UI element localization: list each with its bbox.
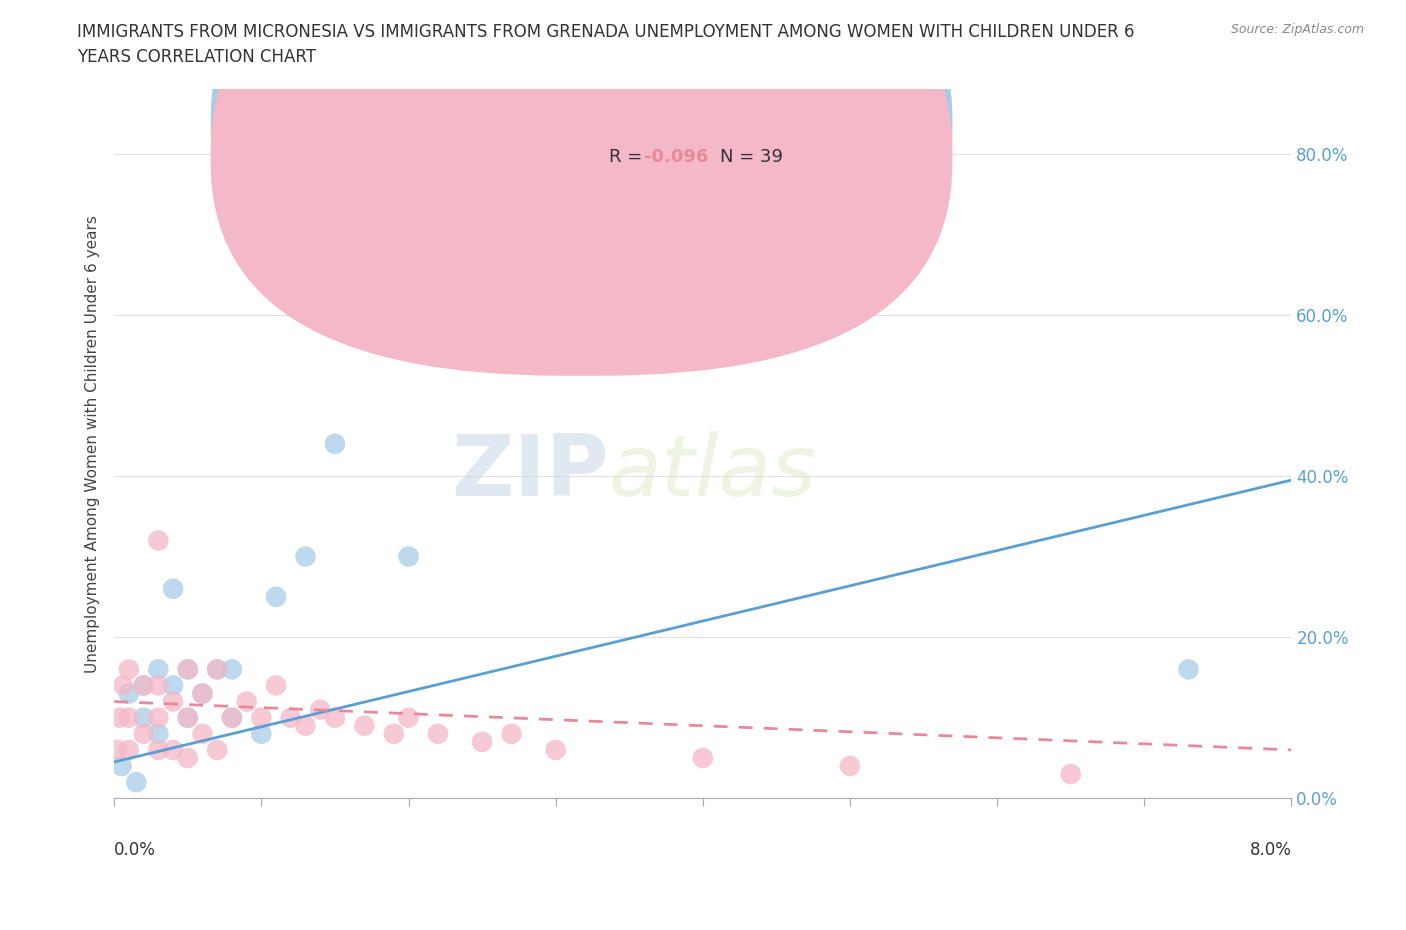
- Point: [398, 549, 420, 564]
- Point: [205, 662, 228, 677]
- Point: [221, 711, 243, 725]
- Point: [148, 742, 170, 757]
- Text: ZIP: ZIP: [451, 431, 609, 513]
- Point: [110, 759, 132, 774]
- Text: N = 39: N = 39: [720, 148, 783, 166]
- FancyBboxPatch shape: [211, 0, 952, 344]
- Point: [162, 678, 184, 693]
- Point: [382, 726, 405, 741]
- Point: [118, 742, 141, 757]
- Point: [309, 702, 332, 717]
- Point: [471, 284, 494, 299]
- Point: [264, 590, 287, 604]
- Text: YEARS CORRELATION CHART: YEARS CORRELATION CHART: [77, 48, 316, 66]
- Point: [177, 662, 200, 677]
- Point: [839, 759, 862, 774]
- Point: [111, 678, 134, 693]
- Point: [205, 742, 228, 757]
- Point: [148, 711, 170, 725]
- Point: [191, 686, 214, 701]
- Text: R =: R =: [609, 148, 648, 166]
- FancyBboxPatch shape: [211, 0, 952, 376]
- Text: atlas: atlas: [609, 431, 817, 513]
- Point: [235, 694, 257, 709]
- Point: [132, 678, 155, 693]
- Y-axis label: Unemployment Among Women with Children Under 6 years: Unemployment Among Women with Children U…: [86, 215, 100, 672]
- Point: [501, 726, 523, 741]
- Point: [132, 678, 155, 693]
- Point: [323, 711, 346, 725]
- Point: [471, 735, 494, 750]
- Point: [221, 711, 243, 725]
- Point: [108, 711, 131, 725]
- Text: Source: ZipAtlas.com: Source: ZipAtlas.com: [1230, 23, 1364, 36]
- Text: R =: R =: [609, 116, 654, 134]
- Point: [118, 711, 141, 725]
- Point: [1060, 766, 1083, 781]
- Point: [162, 694, 184, 709]
- Point: [118, 686, 141, 701]
- Point: [294, 549, 316, 564]
- Point: [177, 711, 200, 725]
- Point: [544, 742, 567, 757]
- Point: [148, 662, 170, 677]
- Point: [294, 718, 316, 733]
- Point: [1177, 662, 1199, 677]
- Point: [250, 726, 273, 741]
- Point: [177, 711, 200, 725]
- Point: [132, 711, 155, 725]
- FancyBboxPatch shape: [538, 97, 868, 195]
- Point: [125, 775, 148, 790]
- Text: N = 22: N = 22: [720, 116, 783, 134]
- Text: IMMIGRANTS FROM MICRONESIA VS IMMIGRANTS FROM GRENADA UNEMPLOYMENT AMONG WOMEN W: IMMIGRANTS FROM MICRONESIA VS IMMIGRANTS…: [77, 23, 1135, 41]
- Point: [162, 742, 184, 757]
- Point: [148, 678, 170, 693]
- Text: 0.400: 0.400: [650, 116, 707, 134]
- Point: [148, 533, 170, 548]
- Point: [148, 726, 170, 741]
- Point: [692, 751, 714, 765]
- Point: [191, 726, 214, 741]
- Text: 8.0%: 8.0%: [1250, 841, 1292, 858]
- Point: [323, 436, 346, 451]
- Point: [162, 581, 184, 596]
- Point: [250, 711, 273, 725]
- Text: 0.0%: 0.0%: [114, 841, 156, 858]
- Point: [280, 711, 302, 725]
- Point: [191, 686, 214, 701]
- Point: [177, 751, 200, 765]
- Text: -0.096: -0.096: [644, 148, 709, 166]
- Point: [264, 678, 287, 693]
- Point: [132, 726, 155, 741]
- Point: [426, 726, 449, 741]
- Point: [353, 718, 375, 733]
- Point: [105, 742, 128, 757]
- Point: [221, 662, 243, 677]
- Point: [205, 662, 228, 677]
- Point: [177, 662, 200, 677]
- Point: [118, 662, 141, 677]
- Point: [398, 711, 420, 725]
